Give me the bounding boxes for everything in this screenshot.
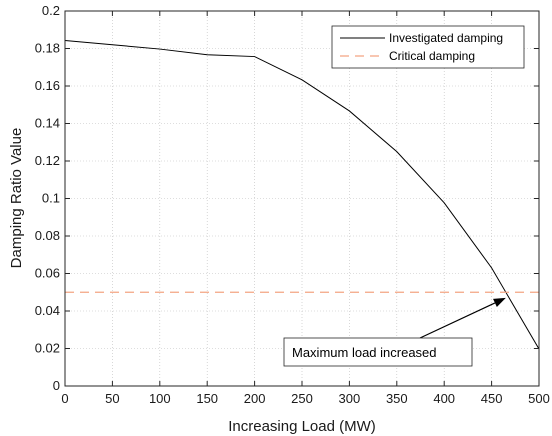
x-tick-label: 250 bbox=[291, 391, 313, 406]
x-tick-label: 50 bbox=[105, 391, 119, 406]
x-tick-label: 500 bbox=[528, 391, 550, 406]
x-tick-label: 450 bbox=[481, 391, 503, 406]
y-tick-label: 0.14 bbox=[35, 116, 60, 131]
x-tick-label: 350 bbox=[386, 391, 408, 406]
legend: Investigated damping Critical damping bbox=[331, 25, 525, 69]
annotation-text: Maximum load increased bbox=[292, 345, 437, 360]
x-tick-label: 400 bbox=[433, 391, 455, 406]
series-layer bbox=[64, 39, 540, 350]
y-tick-label: 0.18 bbox=[35, 41, 60, 56]
legend-box bbox=[331, 25, 525, 69]
grid bbox=[65, 11, 539, 386]
legend-label-critical: Critical damping bbox=[389, 49, 475, 63]
x-tick-label: 200 bbox=[244, 391, 266, 406]
y-axis-label: Damping Ratio Value bbox=[8, 128, 25, 269]
annotation-box bbox=[283, 337, 473, 367]
y-tick-label: 0.08 bbox=[35, 228, 60, 243]
y-tick-label: 0 bbox=[53, 378, 60, 393]
x-tick-label: 150 bbox=[196, 391, 218, 406]
y-tick-label: 0.02 bbox=[35, 341, 60, 356]
y-tick-label: 0.04 bbox=[35, 303, 60, 318]
y-tick-label: 0.16 bbox=[35, 78, 60, 93]
x-axis-label: Increasing Load (MW) bbox=[228, 418, 376, 435]
annotation-arrowhead bbox=[493, 297, 506, 308]
x-tick-label: 0 bbox=[61, 391, 68, 406]
legend-label-investigated: Investigated damping bbox=[389, 31, 503, 45]
annotation-arrow bbox=[419, 302, 496, 339]
y-tick-label: 0.06 bbox=[35, 266, 60, 281]
annotation: Maximum load increased bbox=[283, 297, 506, 367]
axis-ticks: 0 50 100 150 200 250 300 350 400 450 500 0 0.02 0.04 0… bbox=[35, 3, 550, 406]
y-tick-label: 0.1 bbox=[42, 191, 60, 206]
y-tick-label: 0.12 bbox=[35, 153, 60, 168]
series-line-investigated bbox=[64, 39, 540, 350]
x-tick-label: 100 bbox=[149, 391, 171, 406]
x-tick-label: 300 bbox=[339, 391, 361, 406]
y-tick-label: 0.2 bbox=[42, 3, 60, 18]
